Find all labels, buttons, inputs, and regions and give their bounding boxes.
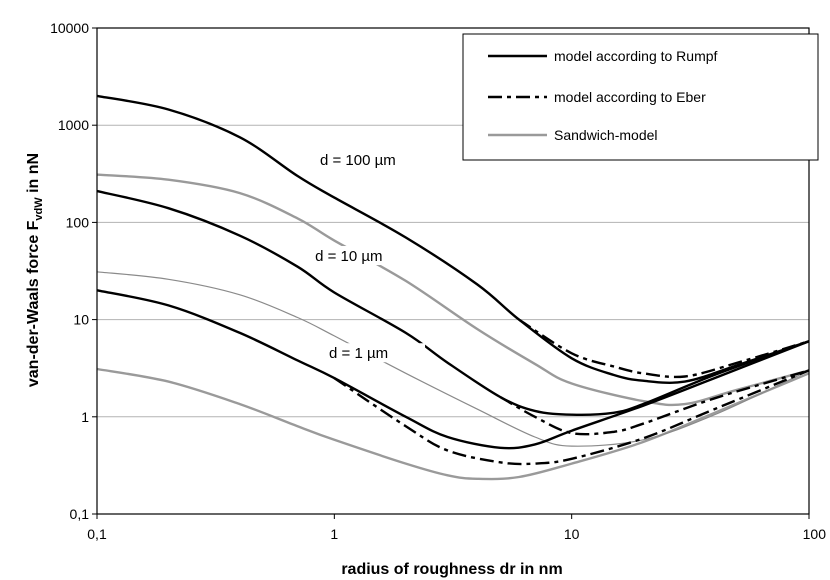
curve-annotation: d = 1 µm [329,345,388,362]
y-tick-label: 1 [81,409,89,425]
y-tick-label: 10000 [50,20,89,36]
curve-annotation: d = 100 µm [320,152,396,169]
x-tick-label: 1 [330,526,338,542]
series-line-sandwich-2 [97,175,809,405]
legend-label: model according to Eber [554,89,706,105]
x-tick-label: 100 [803,526,827,542]
series-line-sandwich-5 [97,272,809,446]
y-axis-title-sub: vdW [33,197,45,221]
x-axis-title: radius of roughness dr in nm [341,561,562,578]
y-axis-title: van-der-Waals force FvdW in nN [25,153,45,387]
y-axis-ticks: 0,1 1 10 100 1000 10000 [50,20,97,522]
series-line-eber-1 [519,320,809,377]
x-tick-label: 10 [564,526,580,542]
legend-label: model according to Rumpf [554,48,718,64]
y-axis-title-main: van-der-Waals force F [25,220,42,387]
legend-label: Sandwich-model [554,127,658,143]
x-axis-ticks: 0,1 1 10 100 [87,514,826,542]
series-line-rumpf-3 [97,191,809,415]
legend: model according to Rumpf model according … [463,34,818,160]
series-line-sandwich-8 [97,369,809,479]
curve-annotations: d = 100 µm d = 10 µm d = 1 µm [311,150,425,362]
x-tick-label: 0,1 [87,526,107,542]
curve-annotation: d = 10 µm [315,248,382,265]
y-tick-label: 1000 [58,117,89,133]
y-tick-label: 100 [66,214,90,230]
y-axis-title-unit: in nN [25,153,42,197]
y-tick-label: 0,1 [70,506,90,522]
y-tick-label: 10 [73,312,89,328]
